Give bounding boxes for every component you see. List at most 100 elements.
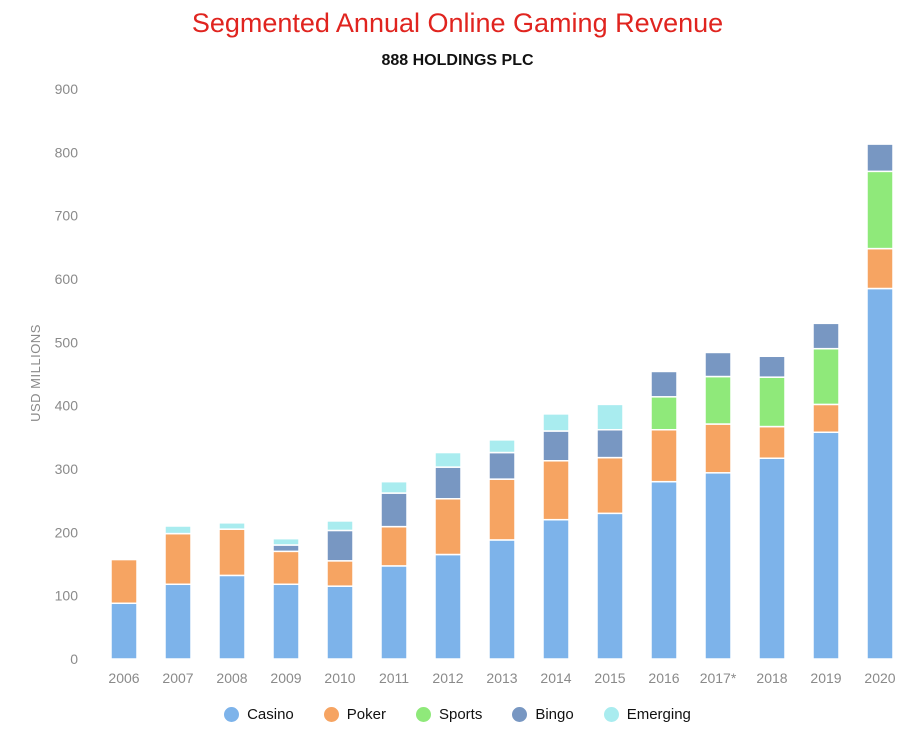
x-tick-label: 2008	[216, 670, 247, 686]
bar-segment-poker-2006	[110, 558, 138, 605]
chart-subtitle: 888 HOLDINGS PLC	[381, 52, 534, 69]
bar-segment-bingo-2011	[380, 492, 408, 528]
bar-segment-bingo-2012	[434, 466, 462, 500]
bar-segment-poker-2019	[812, 403, 840, 434]
y-axis: 0 100 200 300 400 500 600 700 800 900	[55, 81, 79, 667]
x-tick-label: 2017*	[700, 670, 737, 686]
chart-title: Segmented Annual Online Gaming Revenue	[191, 8, 724, 38]
legend-item-sports: Sports	[415, 706, 483, 723]
bar-segment-bingo-2016	[650, 370, 678, 398]
bar-segment-bingo-2017	[704, 351, 732, 378]
bar-segment-casino-2019	[812, 431, 840, 660]
bar-segment-poker-2011	[380, 525, 408, 567]
y-tick-label: 100	[55, 588, 79, 604]
bar-segment-sports-2020	[866, 170, 894, 250]
bar-segment-bingo-2010	[326, 529, 354, 562]
x-axis: 2006 2007 2008 2009 2010 2011 2012 2013 2014 2015…	[108, 670, 895, 686]
bar-segment-emerging-2010	[326, 520, 354, 532]
legend-swatch	[323, 707, 339, 722]
bar-segment-emerging-2008	[218, 522, 246, 530]
x-tick-label: 2020	[864, 670, 895, 686]
legend: Casino Poker Sports Bingo Emerging	[0, 706, 915, 723]
y-tick-label: 200	[55, 524, 79, 540]
x-tick-label: 2009	[270, 670, 301, 686]
bar-segment-casino-2008	[218, 574, 246, 660]
legend-swatch	[415, 707, 431, 722]
bar-segment-poker-2016	[650, 428, 678, 483]
bar-segment-poker-2013	[488, 478, 516, 541]
bar-segment-casino-2010	[326, 585, 354, 660]
x-tick-label: 2013	[486, 670, 517, 686]
legend-label: Casino	[247, 706, 294, 723]
bar-segment-emerging-2007	[164, 525, 192, 535]
bar-segment-sports-2017	[704, 375, 732, 425]
bar-segment-bingo-2020	[866, 143, 894, 173]
bar-segment-casino-2015	[596, 512, 624, 660]
bar-segment-poker-2010	[326, 560, 354, 587]
bar-segment-emerging-2013	[488, 439, 516, 454]
x-tick-label: 2010	[324, 670, 355, 686]
y-tick-label: 800	[55, 144, 79, 160]
legend-item-emerging: Emerging	[603, 706, 691, 723]
bar-segment-bingo-2015	[596, 428, 624, 459]
bar-segment-casino-2011	[380, 565, 408, 660]
legend-item-poker: Poker	[323, 706, 386, 723]
bar-segment-casino-2020	[866, 287, 894, 660]
x-tick-label: 2016	[648, 670, 679, 686]
legend-item-bingo: Bingo	[512, 706, 574, 723]
x-tick-label: 2019	[810, 670, 841, 686]
y-tick-label: 900	[55, 81, 79, 97]
bar-segment-casino-2006	[110, 602, 138, 660]
y-tick-label: 600	[55, 271, 79, 287]
bar-segment-casino-2009	[272, 583, 300, 660]
bar-segment-emerging-2015	[596, 403, 624, 431]
bar-segment-poker-2020	[866, 247, 894, 290]
y-axis-label: USD MILLIONS	[28, 324, 43, 422]
bar-segment-casino-2018	[758, 457, 786, 660]
bar-segment-poker-2008	[218, 528, 246, 577]
bar-segment-bingo-2013	[488, 451, 516, 480]
x-tick-label: 2012	[432, 670, 463, 686]
bar-segment-bingo-2018	[758, 355, 786, 378]
bar-segment-sports-2019	[812, 347, 840, 406]
bar-segment-casino-2017	[704, 472, 732, 660]
bar-segment-sports-2016	[650, 396, 678, 431]
y-tick-label: 700	[55, 208, 79, 224]
bar-segment-poker-2009	[272, 550, 300, 586]
bar-segment-poker-2012	[434, 498, 462, 556]
legend-label: Sports	[438, 706, 483, 723]
bar-segment-emerging-2011	[380, 480, 408, 494]
bar-segment-poker-2014	[542, 460, 570, 521]
legend-swatch	[603, 707, 619, 722]
x-tick-label: 2006	[108, 670, 139, 686]
legend-label: Poker	[346, 706, 386, 723]
bar-segment-emerging-2014	[542, 413, 570, 432]
x-tick-label: 2014	[540, 670, 571, 686]
legend-item-casino: Casino	[224, 706, 294, 723]
bar-segment-bingo-2019	[812, 322, 840, 350]
bar-segment-poker-2017	[704, 423, 732, 474]
legend-label: Emerging	[626, 706, 691, 723]
legend-swatch	[512, 707, 528, 722]
bar-segment-bingo-2009	[272, 544, 300, 553]
x-tick-label: 2007	[162, 670, 193, 686]
y-tick-label: 400	[55, 398, 79, 414]
legend-label: Bingo	[535, 706, 574, 723]
y-tick-label: 500	[55, 334, 79, 350]
bar-segment-casino-2012	[434, 553, 462, 660]
legend-swatch	[224, 707, 240, 722]
bar-segment-sports-2018	[758, 376, 786, 428]
bar-segment-emerging-2012	[434, 451, 462, 468]
y-tick-label: 300	[55, 461, 79, 477]
bar-segment-emerging-2009	[272, 537, 300, 546]
bar-segment-bingo-2014	[542, 430, 570, 462]
bar-segment-casino-2013	[488, 539, 516, 660]
bar-segment-casino-2007	[164, 583, 192, 660]
y-tick-label: 0	[70, 651, 78, 667]
bar-segment-poker-2018	[758, 425, 786, 459]
bars	[110, 143, 894, 660]
bar-segment-poker-2007	[164, 532, 192, 586]
bar-segment-poker-2015	[596, 456, 624, 515]
x-tick-label: 2015	[594, 670, 625, 686]
